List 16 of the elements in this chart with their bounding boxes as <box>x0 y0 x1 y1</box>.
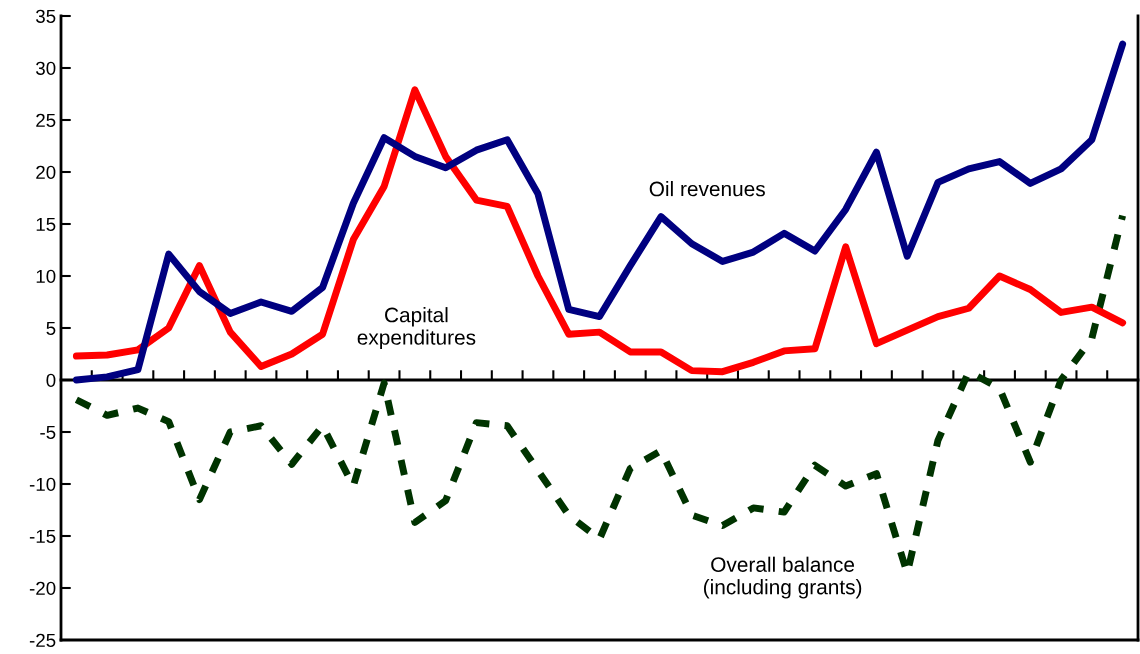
y-tick-label: -20 <box>29 581 56 595</box>
y-tick-label: -10 <box>29 477 56 491</box>
series-label: Capital expenditures <box>357 307 476 349</box>
y-tick-label: 20 <box>36 165 56 179</box>
y-tick-label: -15 <box>29 529 56 543</box>
series-label: Overall balance (including grants) <box>703 556 862 599</box>
y-tick-label: 30 <box>36 61 56 75</box>
y-tick-label: 10 <box>36 269 56 283</box>
y-tick-label: 0 <box>46 373 56 387</box>
y-tick-label: 15 <box>36 217 56 231</box>
y-tick-label: -25 <box>29 633 56 647</box>
y-tick-label: 5 <box>46 321 56 335</box>
y-tick-label: 35 <box>36 9 56 23</box>
y-tick-label: 25 <box>36 113 56 127</box>
y-tick-label: -5 <box>40 425 56 439</box>
series-label: Oil revenues <box>649 181 765 197</box>
